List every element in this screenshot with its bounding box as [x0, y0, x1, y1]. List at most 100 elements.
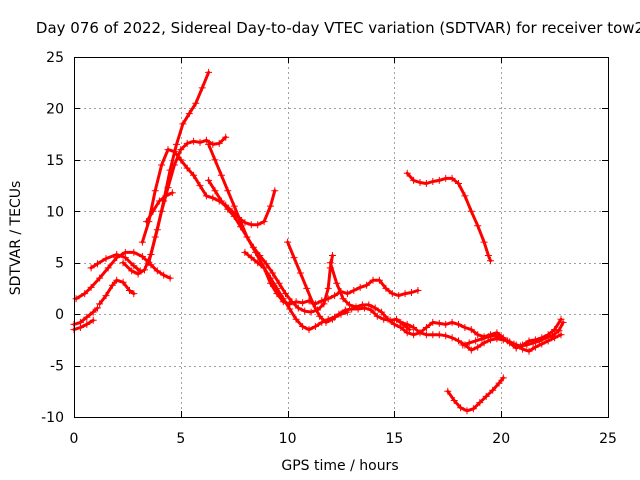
- data-point: [484, 252, 492, 259]
- data-point: [557, 331, 565, 339]
- data-point: [179, 120, 187, 128]
- data-point: [89, 308, 97, 316]
- data-point: [76, 324, 84, 331]
- y-tick-label: 0: [55, 307, 64, 323]
- data-point: [448, 174, 456, 182]
- data-point: [102, 255, 110, 263]
- data-point: [183, 139, 191, 147]
- data-point: [252, 248, 260, 256]
- data-point: [343, 290, 351, 298]
- data-point: [160, 271, 168, 279]
- data-point: [369, 276, 377, 284]
- series-arc-9: [145, 133, 230, 267]
- data-point: [273, 284, 281, 292]
- data-point: [408, 289, 415, 296]
- x-axis-label: GPS time / hours: [281, 458, 398, 474]
- data-point: [326, 259, 334, 267]
- data-point: [155, 197, 163, 205]
- plot-frame: [74, 57, 609, 418]
- data-point: [215, 139, 223, 147]
- data-point: [555, 327, 563, 335]
- data-point: [130, 262, 138, 270]
- data-point: [457, 404, 465, 412]
- data-point: [262, 260, 270, 268]
- data-point: [510, 340, 518, 348]
- data-point: [87, 264, 95, 272]
- data-point: [81, 290, 89, 298]
- x-tick-label: 0: [70, 431, 79, 447]
- data-point: [211, 187, 219, 195]
- data-point: [442, 320, 450, 328]
- data-point: [296, 269, 304, 277]
- data-point: [339, 295, 347, 303]
- data-point: [151, 187, 159, 195]
- data-point: [177, 146, 185, 154]
- data-point: [275, 279, 283, 287]
- data-point: [138, 238, 146, 246]
- data-point: [121, 254, 129, 262]
- data-point: [166, 274, 174, 282]
- data-point: [130, 290, 138, 298]
- data-point: [290, 254, 298, 262]
- y-axis-label: SDTVAR / TECUs: [8, 181, 24, 296]
- series-arc-8: [143, 189, 176, 226]
- data-point: [83, 320, 91, 328]
- data-point: [299, 323, 307, 330]
- data-point: [495, 379, 503, 387]
- data-point: [461, 324, 469, 331]
- data-point: [365, 301, 373, 309]
- data-point: [209, 194, 217, 202]
- data-point: [393, 315, 400, 323]
- data-point: [429, 178, 437, 185]
- data-point: [414, 287, 422, 294]
- y-tick-label: -5: [50, 359, 64, 375]
- data-point: [224, 187, 232, 195]
- data-point: [324, 295, 332, 303]
- data-point: [459, 341, 467, 349]
- data-point: [149, 207, 157, 215]
- data-point: [358, 301, 366, 309]
- data-point: [303, 284, 311, 292]
- data-point: [329, 252, 336, 259]
- data-point: [230, 212, 238, 220]
- data-point: [247, 254, 255, 262]
- data-point: [138, 253, 146, 260]
- data-point: [145, 259, 153, 267]
- data-point: [126, 287, 133, 294]
- data-point: [388, 290, 396, 298]
- data-point: [94, 260, 101, 268]
- data-point: [158, 161, 166, 169]
- data-point: [497, 334, 505, 342]
- data-point: [299, 299, 307, 307]
- series-arc-5: [96, 276, 138, 308]
- data-point: [551, 326, 559, 334]
- series-arc-12: [241, 248, 351, 334]
- tick-labels: 0 5 10 15 20 25 -10 -5 0 5 10 15 20 25: [41, 50, 617, 447]
- data-point: [286, 305, 294, 313]
- data-point: [104, 264, 112, 272]
- data-point: [309, 300, 317, 308]
- data-point: [153, 267, 161, 275]
- data-point: [89, 316, 97, 324]
- data-point: [536, 337, 544, 345]
- data-point: [205, 68, 213, 76]
- data-series: [70, 68, 567, 415]
- data-point: [422, 331, 430, 339]
- data-point: [267, 202, 274, 210]
- x-tick-label: 15: [385, 431, 403, 447]
- data-point: [525, 347, 533, 355]
- axis-ticks: [74, 57, 609, 418]
- data-point: [335, 310, 343, 318]
- data-point: [247, 221, 255, 229]
- data-point: [395, 292, 403, 300]
- data-point: [478, 335, 486, 343]
- series-arc-18: [444, 374, 507, 415]
- data-point: [465, 339, 473, 347]
- series-arc-6: [119, 68, 213, 278]
- data-point: [318, 297, 326, 305]
- series-line: [121, 70, 211, 276]
- data-point: [467, 326, 475, 334]
- data-point: [143, 218, 151, 226]
- data-point: [529, 339, 537, 347]
